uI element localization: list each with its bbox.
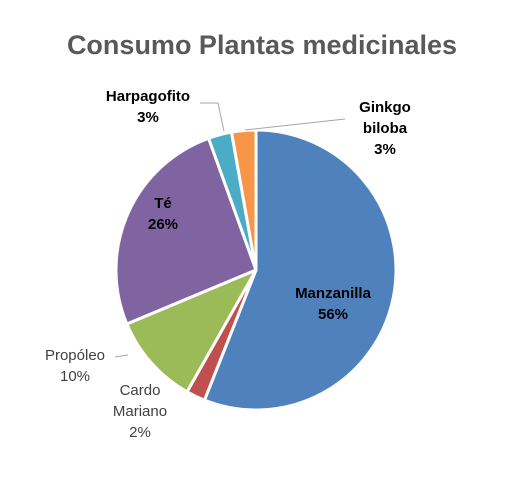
pie-slice-té: [114, 136, 258, 326]
pie-slice-propóleo: [125, 268, 258, 394]
data-label-harpagofito: Harpagofito 3%: [106, 88, 190, 126]
data-label-propóleo: Propóleo 10%: [45, 347, 105, 385]
leader-line-propóleo: [114, 354, 129, 358]
pie-slice-ginkgo-biloba: [230, 128, 258, 272]
data-label-manzanilla: Manzanilla 56%: [295, 285, 372, 323]
chart-title: Consumo Plantas medicinales: [66, 30, 458, 60]
leader-line-harpagofito: [200, 102, 225, 132]
leader-line-ginkgo-biloba: [244, 118, 346, 131]
pie-slice-manzanilla: [202, 128, 398, 412]
data-label-ginkgo-biloba: Ginkgo biloba 3%: [359, 99, 411, 158]
data-label-cardo-mariano: Cardo Mariano 2%: [113, 382, 167, 441]
data-label-té: Té 26%: [148, 195, 178, 233]
